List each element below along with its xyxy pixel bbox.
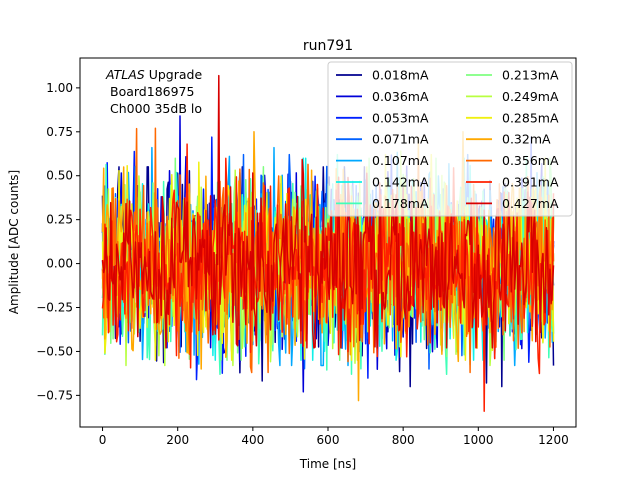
legend: 0.018mA 0.036mA 0.053mA 0.071mA 0.107mA 0.142… xyxy=(327,61,573,217)
x-tick-label: 800 xyxy=(392,433,415,447)
atlas-label-upgrade: Upgrade xyxy=(145,67,203,82)
chart-title: run791 xyxy=(303,38,353,54)
x-tick-label: 0 xyxy=(99,433,107,447)
axes: 0 200 400 600 800 1000 1200 −0.75 −0.50 −0.25 0.00… xyxy=(36,81,569,447)
board-label: Board186975 xyxy=(110,84,194,99)
y-tick-label: 0.25 xyxy=(46,213,73,227)
x-tick-label: 1200 xyxy=(538,433,569,447)
x-tick-label: 1000 xyxy=(463,433,494,447)
x-tick-label: 600 xyxy=(317,433,340,447)
legend-label: 0.213mA xyxy=(502,68,559,83)
y-tick-label: 1.00 xyxy=(46,81,73,95)
legend-label: 0.053mA xyxy=(372,110,429,125)
y-tick-label: 0.50 xyxy=(46,169,73,183)
y-tick-label: 0.75 xyxy=(46,125,73,139)
legend-label: 0.427mA xyxy=(502,196,559,211)
atlas-label-italic: ATLAS xyxy=(105,67,145,82)
y-tick-label: −0.75 xyxy=(36,388,73,402)
y-axis-label: Amplitude [ADC counts] xyxy=(7,170,21,314)
x-axis-label: Time [ns] xyxy=(299,457,356,471)
channel-label: Ch000 35dB lo xyxy=(110,101,202,116)
legend-label: 0.285mA xyxy=(502,110,559,125)
legend-label: 0.249mA xyxy=(502,89,559,104)
legend-label: 0.071mA xyxy=(372,132,429,147)
series-line-0.427mA xyxy=(101,74,555,349)
legend-label: 0.32mA xyxy=(502,132,551,147)
legend-label: 0.356mA xyxy=(502,153,559,168)
plot-frame xyxy=(79,57,577,428)
legend-label: 0.391mA xyxy=(502,175,559,190)
legend-label: 0.142mA xyxy=(372,175,429,190)
annotation-block: ATLAS Upgrade Board186975 Ch000 35dB lo xyxy=(105,67,202,116)
x-tick-label: 200 xyxy=(166,433,189,447)
y-tick-label: −0.25 xyxy=(36,301,73,315)
y-tick-label: −0.50 xyxy=(36,344,73,358)
legend-label: 0.018mA xyxy=(372,68,429,83)
x-tick-label: 400 xyxy=(241,433,264,447)
y-tick-label: 0.00 xyxy=(46,257,73,271)
legend-label: 0.107mA xyxy=(372,153,429,168)
series-line-0.391mA xyxy=(101,143,555,412)
legend-label: 0.036mA xyxy=(372,89,429,104)
legend-box xyxy=(327,61,573,217)
atlas-label: ATLAS Upgrade xyxy=(105,67,202,82)
legend-label: 0.178mA xyxy=(372,196,429,211)
